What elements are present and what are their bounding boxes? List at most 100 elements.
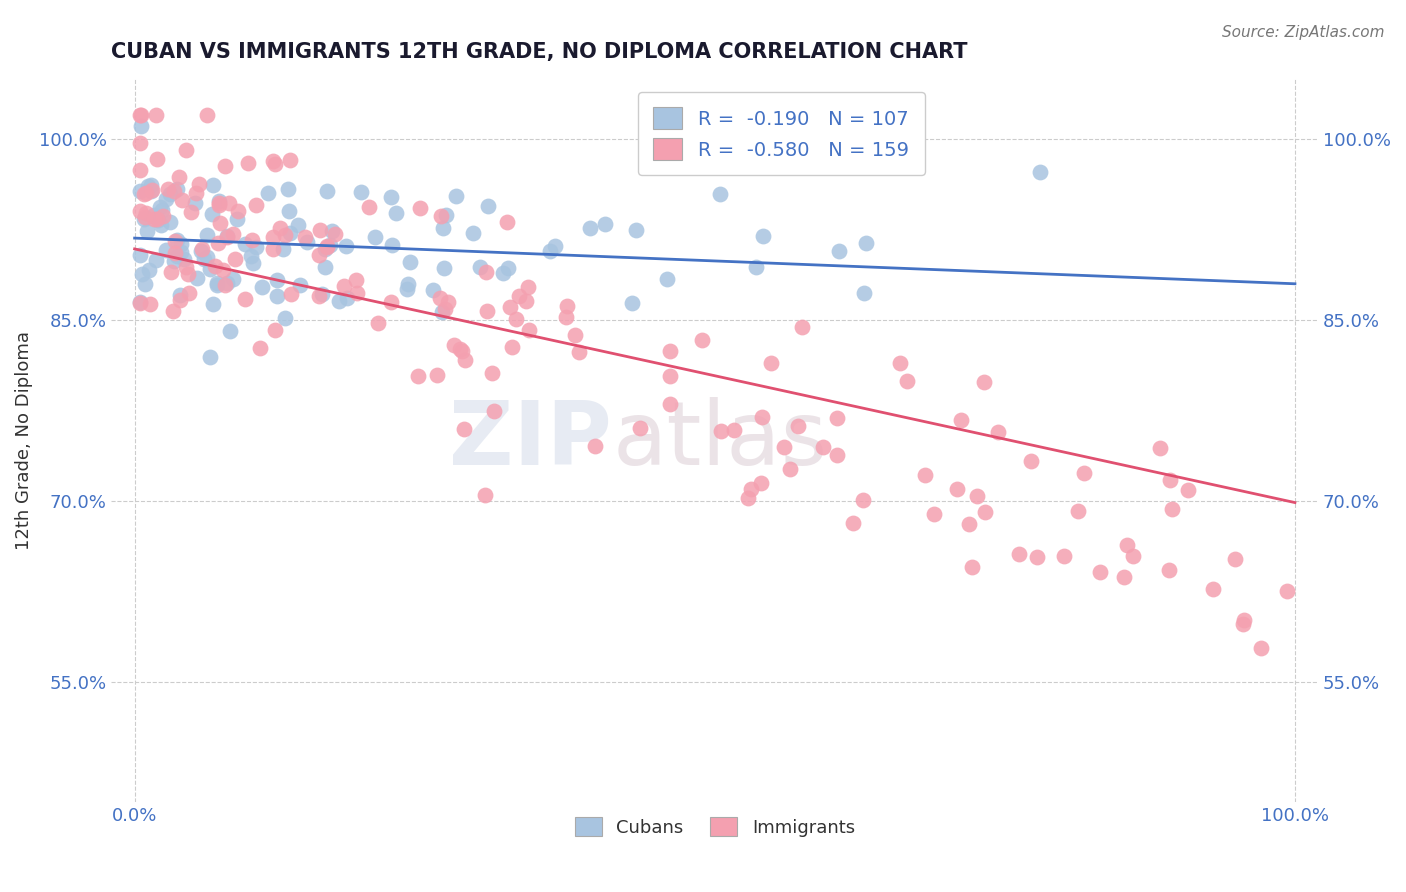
Point xyxy=(262,230,284,244)
Point xyxy=(278,203,301,218)
Point xyxy=(381,237,404,252)
Point xyxy=(146,153,169,167)
Text: ZIP: ZIP xyxy=(450,397,612,484)
Point xyxy=(496,260,519,275)
Point xyxy=(214,278,236,293)
Point xyxy=(155,243,177,257)
Point xyxy=(1223,552,1246,566)
Point xyxy=(1008,548,1031,562)
Point xyxy=(568,345,591,359)
Point xyxy=(208,195,231,210)
Point xyxy=(492,266,515,280)
Point xyxy=(240,249,263,263)
Point xyxy=(224,252,246,267)
Point xyxy=(139,297,162,311)
Point xyxy=(311,287,333,301)
Point xyxy=(176,143,198,157)
Point xyxy=(180,205,202,219)
Point xyxy=(242,256,264,270)
Point xyxy=(145,108,167,122)
Point xyxy=(461,227,484,241)
Point xyxy=(432,221,454,235)
Point xyxy=(245,198,267,212)
Point xyxy=(129,120,152,134)
Point xyxy=(1115,538,1137,552)
Point xyxy=(134,277,156,291)
Point xyxy=(308,289,330,303)
Point xyxy=(321,223,343,237)
Text: Source: ZipAtlas.com: Source: ZipAtlas.com xyxy=(1222,25,1385,40)
Point xyxy=(740,482,762,496)
Point xyxy=(138,263,160,277)
Point xyxy=(169,288,191,302)
Point xyxy=(278,153,301,167)
Point xyxy=(166,182,188,196)
Point xyxy=(1159,473,1181,487)
Point xyxy=(280,287,302,301)
Point xyxy=(628,421,651,435)
Point xyxy=(825,448,848,462)
Point xyxy=(380,294,402,309)
Point xyxy=(143,208,166,222)
Point xyxy=(148,212,170,227)
Point xyxy=(207,194,229,208)
Point xyxy=(288,278,311,293)
Point xyxy=(195,250,218,264)
Point xyxy=(499,300,522,314)
Point xyxy=(1112,570,1135,584)
Point xyxy=(516,279,538,293)
Point xyxy=(481,366,503,380)
Point xyxy=(172,193,194,207)
Point xyxy=(308,248,330,262)
Point xyxy=(316,239,339,253)
Point xyxy=(350,186,373,200)
Point xyxy=(946,482,969,496)
Point xyxy=(709,186,731,201)
Point xyxy=(159,186,181,201)
Point xyxy=(287,218,309,232)
Point xyxy=(170,237,193,252)
Point xyxy=(564,328,586,343)
Point xyxy=(433,301,456,316)
Point xyxy=(235,292,257,306)
Point xyxy=(309,223,332,237)
Point xyxy=(841,516,863,530)
Text: CUBAN VS IMMIGRANTS 12TH GRADE, NO DIPLOMA CORRELATION CHART: CUBAN VS IMMIGRANTS 12TH GRADE, NO DIPLO… xyxy=(111,42,967,62)
Point xyxy=(250,279,273,293)
Point xyxy=(129,296,152,310)
Point xyxy=(517,323,540,337)
Point xyxy=(477,199,499,213)
Point xyxy=(165,234,187,248)
Point xyxy=(429,291,451,305)
Point xyxy=(583,439,606,453)
Point xyxy=(409,202,432,216)
Point xyxy=(434,208,457,222)
Point xyxy=(752,229,775,244)
Point xyxy=(475,265,498,279)
Point xyxy=(744,260,766,274)
Point xyxy=(433,260,456,275)
Point xyxy=(262,242,284,256)
Point xyxy=(1019,453,1042,467)
Point xyxy=(772,440,794,454)
Point xyxy=(150,218,173,232)
Point xyxy=(190,244,212,258)
Point xyxy=(162,304,184,318)
Point xyxy=(436,294,458,309)
Point xyxy=(143,211,166,226)
Point xyxy=(157,182,180,196)
Point xyxy=(973,505,995,519)
Point xyxy=(138,179,160,194)
Point xyxy=(295,235,318,250)
Point xyxy=(129,108,152,122)
Point xyxy=(827,411,849,425)
Point xyxy=(217,228,239,243)
Point xyxy=(201,178,224,193)
Point xyxy=(1160,502,1182,516)
Point xyxy=(200,350,222,364)
Point xyxy=(949,413,972,427)
Point xyxy=(658,397,681,411)
Point xyxy=(333,278,356,293)
Point xyxy=(443,338,465,352)
Point xyxy=(184,186,207,201)
